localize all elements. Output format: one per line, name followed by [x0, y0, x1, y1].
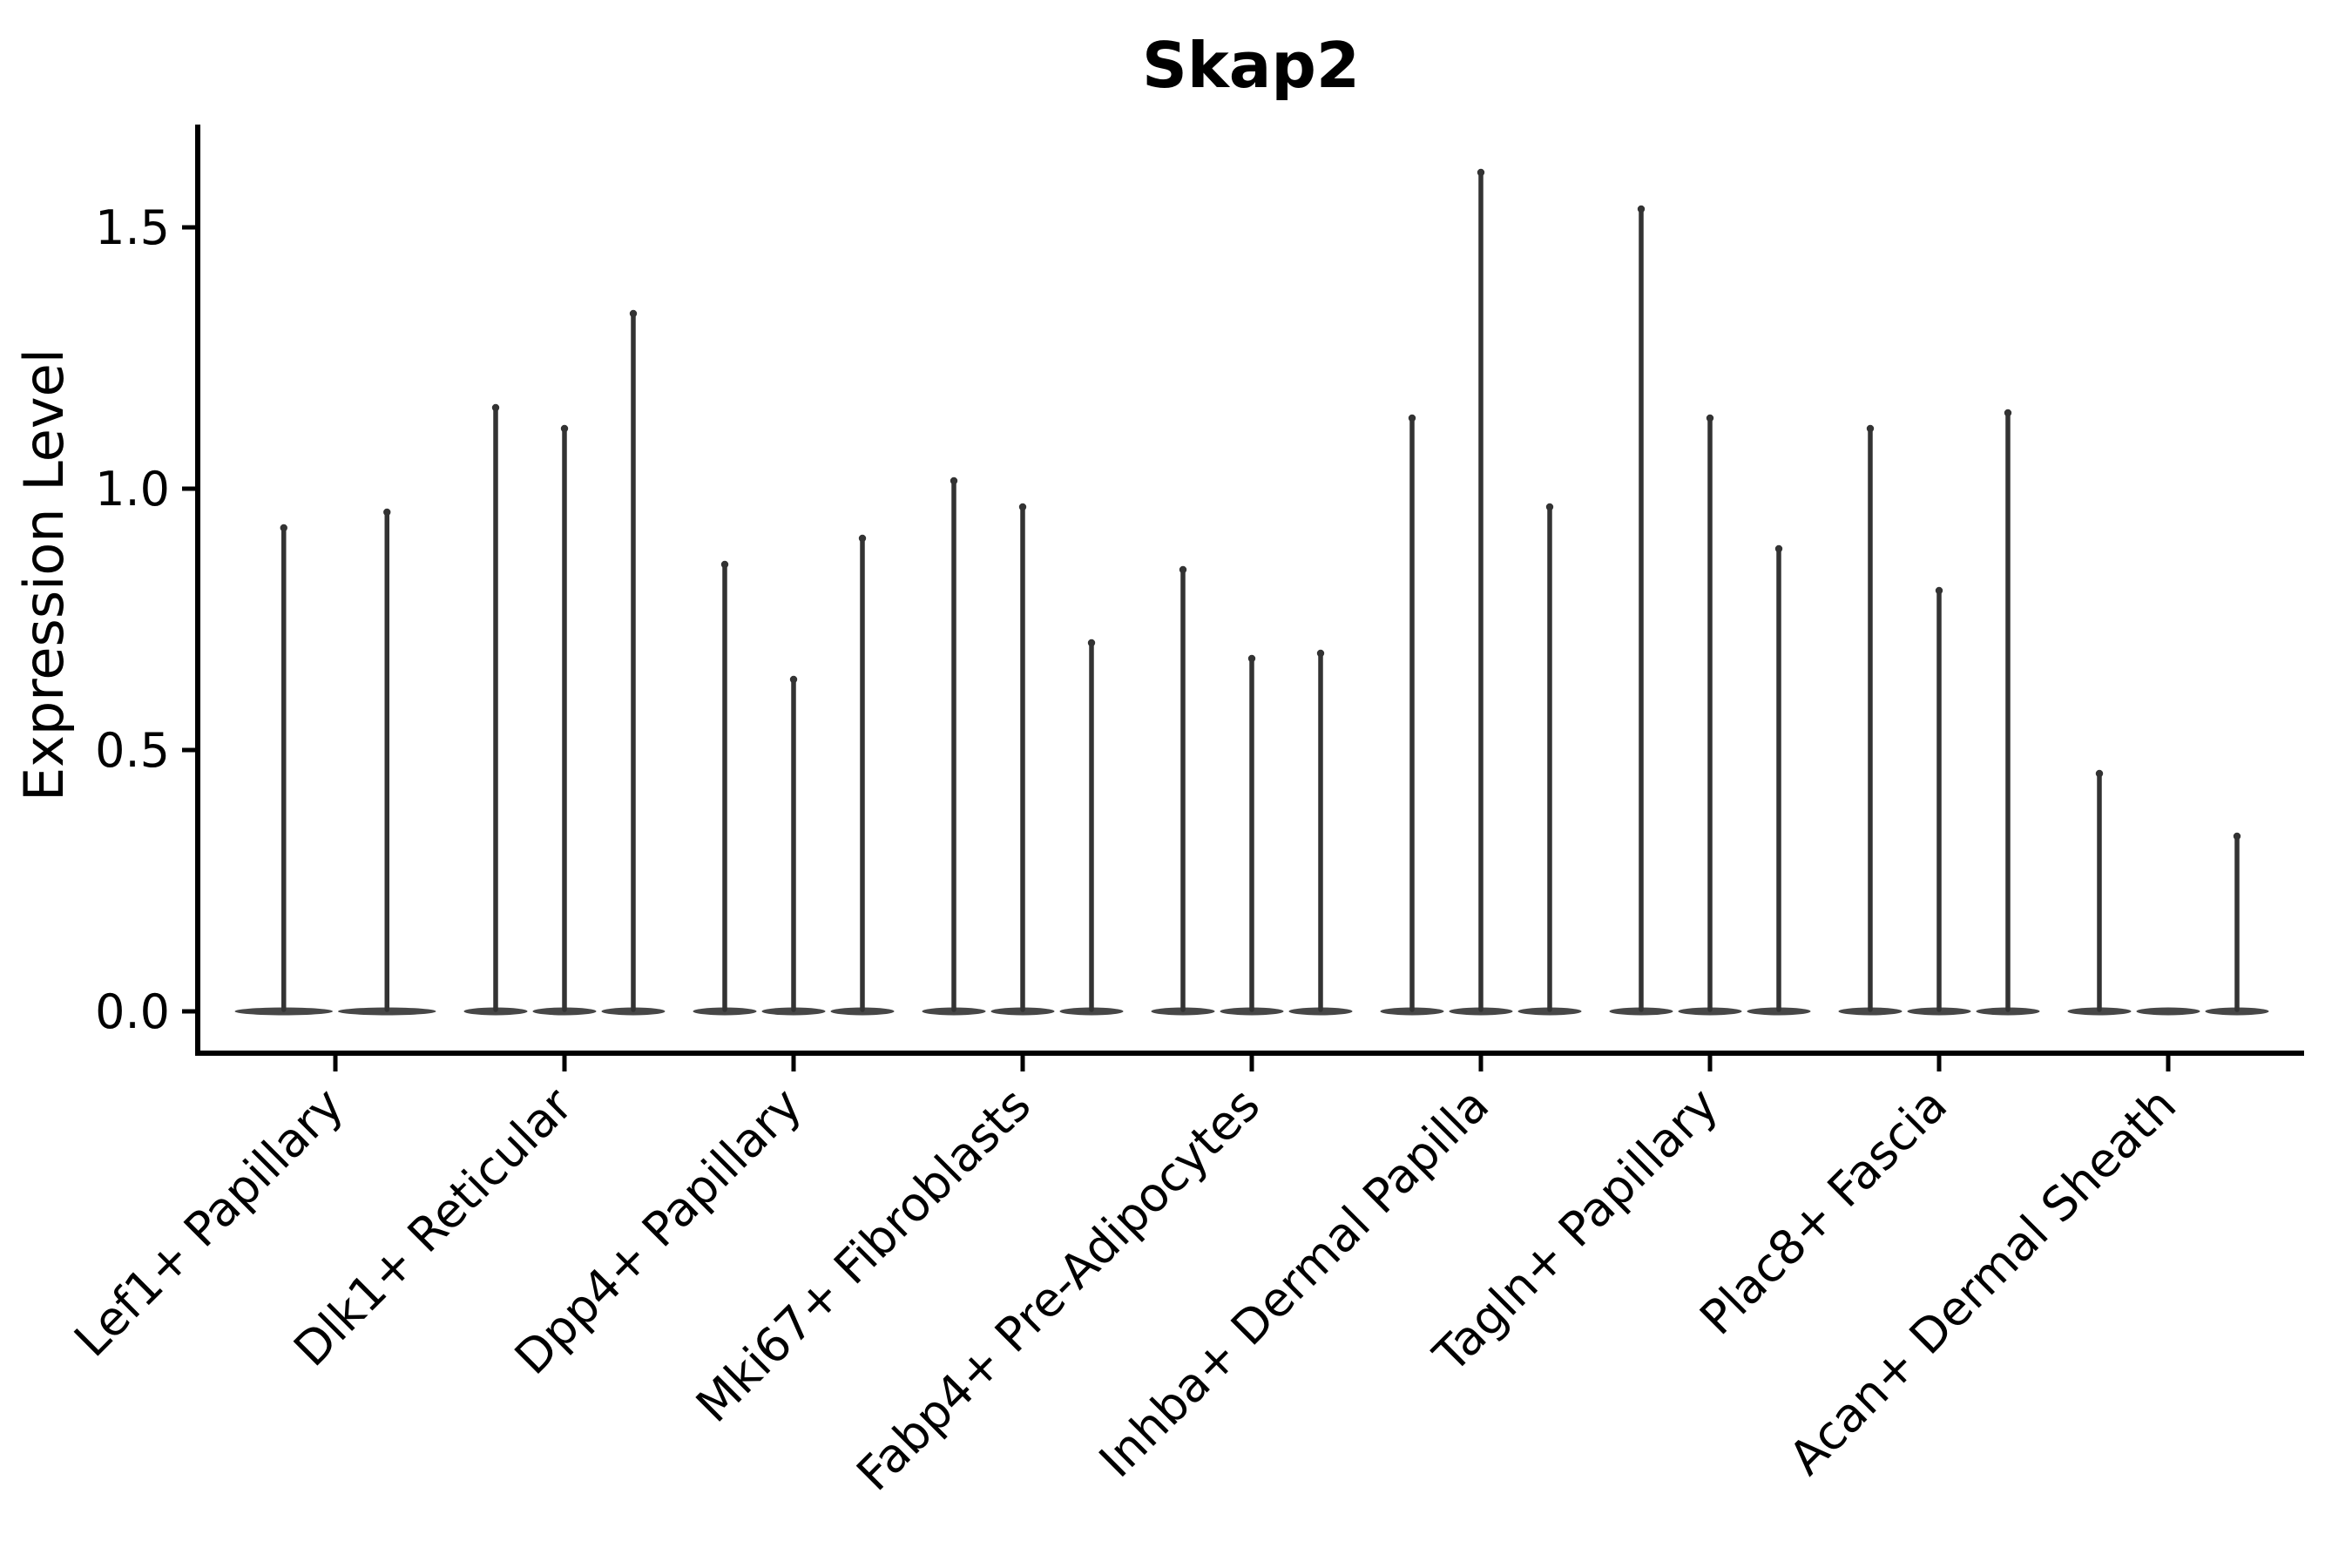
violin-tip [2233, 832, 2241, 841]
violin-tip [629, 309, 638, 318]
violins-layer [234, 168, 2269, 1016]
violin-tip [560, 424, 569, 433]
y-axis-label: Expression Level [12, 348, 76, 801]
y-tick-label: 1.0 [95, 462, 170, 517]
violin-base [2136, 1007, 2200, 1016]
violin-tip [2004, 409, 2012, 417]
violin-tip [789, 675, 798, 684]
plot-title: Skap2 [1142, 29, 1360, 102]
violin-tip [1774, 544, 1783, 553]
x-tick-label: Plac8+ Fascia [1689, 1078, 1957, 1346]
violin-tip [1179, 565, 1187, 574]
violin-tip [1018, 503, 1027, 511]
violin-tip [1637, 205, 1646, 213]
y-tick-label: 0.0 [95, 984, 170, 1039]
violin-tip [491, 403, 500, 412]
violin-tip [1866, 424, 1875, 433]
violin-tip [1477, 168, 1485, 177]
violin-tip [280, 524, 287, 532]
violin-tip [1706, 414, 1714, 422]
y-tick-label: 0.5 [95, 723, 170, 778]
violin-tip [1247, 654, 1256, 663]
violin-tip [1408, 414, 1416, 422]
axes-layer: 0.0 0.5 1.0 1.5 [95, 125, 2304, 1071]
x-tick-label: Inhba+ Dermal Papilla [1089, 1078, 1499, 1488]
violin-tip [383, 508, 391, 517]
violin-tip [1545, 503, 1554, 511]
violin-tip [950, 476, 958, 485]
violin-tip [858, 534, 867, 543]
x-tick-label: Acan+ Dermal Sheath [1779, 1078, 2186, 1485]
violin-tip [1316, 649, 1325, 658]
violin-tip [2095, 769, 2104, 778]
violin-tip [1935, 586, 1943, 595]
x-tick-label: Fabp4+ Pre-Adipocytes [846, 1078, 1270, 1502]
violin-tip [720, 560, 729, 569]
violin-tip [1087, 639, 1096, 647]
y-tick-label: 1.5 [95, 200, 170, 255]
